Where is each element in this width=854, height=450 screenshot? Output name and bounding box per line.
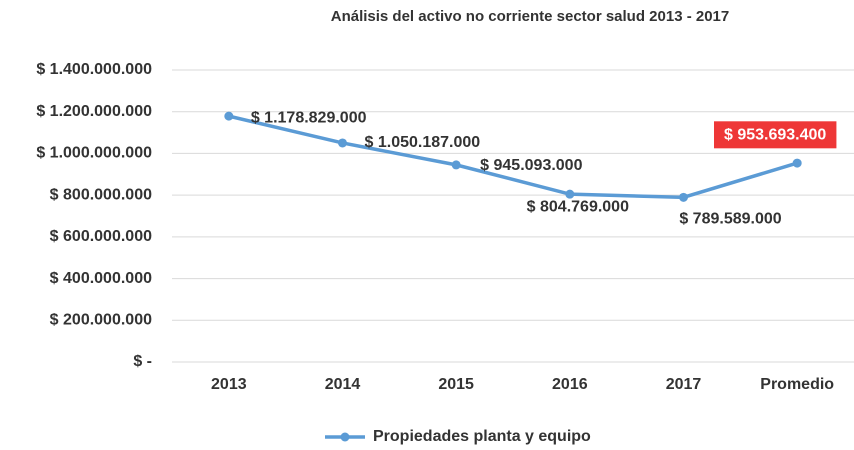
data-label-group: $ 804.769.000 <box>527 198 629 215</box>
data-label-group: $ 953.693.400 <box>714 121 837 149</box>
data-label-group: $ 945.093.000 <box>480 157 582 174</box>
data-label-group: $ 1.050.187.000 <box>365 134 481 151</box>
chart-title: Análisis del activo no corriente sector … <box>331 8 730 25</box>
legend-marker <box>340 432 350 442</box>
y-tick-label: $ 1.000.000.000 <box>36 145 152 162</box>
data-label: $ 789.589.000 <box>679 211 781 228</box>
data-label-group: $ 789.589.000 <box>679 211 781 228</box>
y-tick-label: $ 600.000.000 <box>50 228 152 245</box>
data-label-group: $ 1.178.829.000 <box>251 109 367 126</box>
data-point <box>679 192 688 202</box>
y-tick-label: $ 400.000.000 <box>50 270 152 287</box>
y-tick-label: $ 200.000.000 <box>50 312 152 329</box>
x-tick-label: 2015 <box>438 376 474 393</box>
data-point <box>338 138 347 148</box>
data-label: $ 945.093.000 <box>480 157 582 174</box>
x-tick-label: 2013 <box>211 376 247 393</box>
data-point <box>451 160 461 170</box>
x-tick-label: 2016 <box>552 376 588 393</box>
series-line <box>228 114 798 200</box>
legend-label: Propiedades planta y equipo <box>373 428 591 445</box>
x-tick-label: 2017 <box>666 376 702 393</box>
y-tick-label: $ - <box>133 353 152 370</box>
y-tick-label: $ 1.200.000.000 <box>36 103 152 120</box>
data-label: $ 1.050.187.000 <box>365 134 481 151</box>
data-point <box>224 111 234 121</box>
y-tick-label: $ 800.000.000 <box>50 186 152 203</box>
data-point <box>565 189 575 199</box>
x-tick-label: 2014 <box>325 376 361 393</box>
data-label-highlight <box>714 121 837 149</box>
data-label: $ 953.693.400 <box>724 126 826 143</box>
data-label: $ 804.769.000 <box>527 198 629 215</box>
data-label: $ 1.178.829.000 <box>251 109 367 126</box>
data-point <box>792 158 802 168</box>
y-tick-label: $ 1.400.000.000 <box>36 61 152 78</box>
x-tick-label: Promedio <box>760 376 834 393</box>
